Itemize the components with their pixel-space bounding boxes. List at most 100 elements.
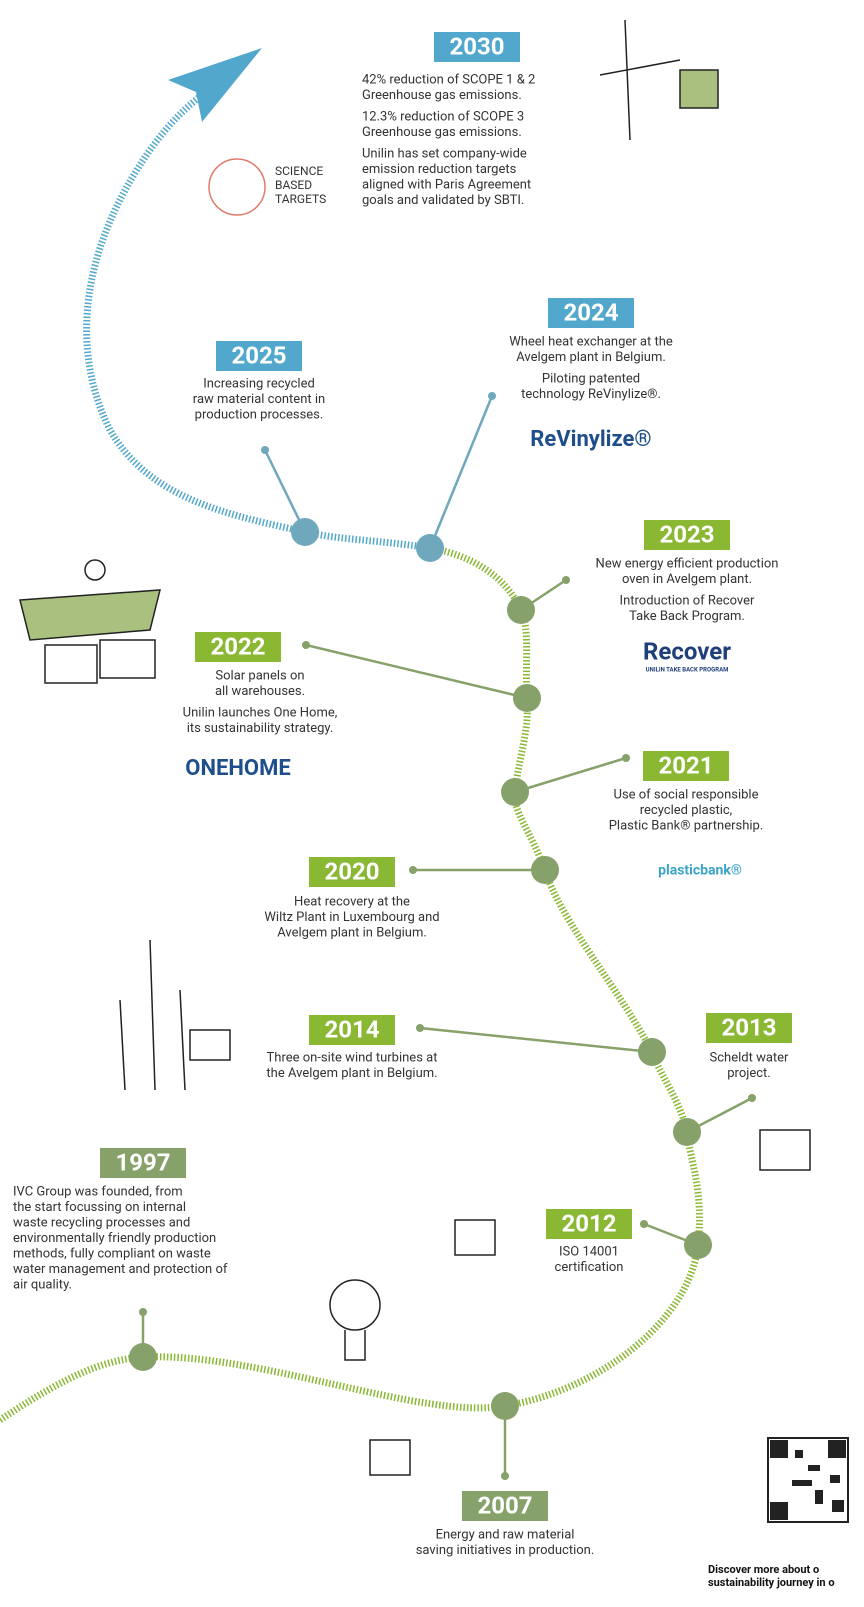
year-label: 2021 <box>658 751 713 779</box>
milestone-text: Greenhouse gas emissions. <box>362 125 522 140</box>
milestone-text: project. <box>727 1066 770 1081</box>
year-badge <box>434 32 520 62</box>
year-label: 2025 <box>231 341 286 369</box>
year-badge <box>548 298 634 328</box>
logo-text: plasticbank® <box>658 863 742 879</box>
milestone-text: New energy efficient production <box>596 556 779 571</box>
milestone-text: emission reduction targets <box>362 162 517 177</box>
milestone-text: IVC Group was founded, from <box>13 1184 183 1199</box>
logo-text: SCIENCE <box>275 164 323 178</box>
year-label: 2024 <box>563 298 618 326</box>
milestone-text: technology ReVinylize®. <box>521 387 661 402</box>
year-label: 2012 <box>561 1209 616 1237</box>
milestone-text: Use of social responsible <box>614 787 759 802</box>
milestone-text: aligned with Paris Agreement <box>362 177 531 192</box>
logo-text: BASED <box>275 178 312 192</box>
milestone-text: saving initiatives in production. <box>416 1543 595 1558</box>
year-label: 2030 <box>449 32 504 60</box>
logo-text: Recover <box>643 637 731 665</box>
milestone-text: the Avelgem plant in Belgium. <box>266 1066 437 1081</box>
year-label: 2013 <box>721 1013 776 1041</box>
year-badge <box>100 1148 186 1178</box>
milestone-text: Avelgem plant in Belgium. <box>516 350 666 365</box>
qr-caption: Discover more about o <box>708 1563 819 1576</box>
milestone-text: 42% reduction of SCOPE 1 & 2 <box>362 72 535 87</box>
year-badge <box>546 1209 632 1239</box>
milestone-text: Unilin launches One Home, <box>183 705 338 720</box>
milestone-text: raw material content in <box>193 392 325 407</box>
logo-mark <box>208 158 266 216</box>
milestone-text: Energy and raw material <box>436 1527 575 1542</box>
year-label: 1997 <box>115 1148 170 1176</box>
milestone-text: ISO 14001 <box>559 1244 619 1259</box>
year-badge <box>643 751 729 781</box>
year-label: 2022 <box>210 632 265 660</box>
qr-code <box>767 1437 849 1523</box>
milestone-text: all warehouses. <box>215 684 305 699</box>
milestone-text: environmentally friendly production <box>13 1231 216 1246</box>
timeline-path-green <box>0 544 703 1423</box>
year-badge <box>462 1491 548 1521</box>
year-label: 2023 <box>659 520 714 548</box>
milestone-text: air quality. <box>13 1277 72 1292</box>
milestone-text: the start focussing on internal <box>13 1200 186 1215</box>
milestone-text: 12.3% reduction of SCOPE 3 <box>362 109 524 124</box>
milestone-text: recycled plastic, <box>640 803 733 818</box>
milestone-text: water management and protection of <box>13 1262 228 1277</box>
milestone-text: Take Back Program. <box>629 609 745 624</box>
year-badge <box>216 341 302 371</box>
milestone-text: methods, fully compliant on waste <box>13 1246 211 1261</box>
illustrations <box>19 19 811 1476</box>
milestone-text: its sustainability strategy. <box>187 721 334 736</box>
year-label: 2007 <box>477 1491 532 1519</box>
milestone-text: Solar panels on <box>215 668 304 683</box>
timeline-dots <box>129 518 712 1420</box>
milestone-text: Heat recovery at the <box>294 894 410 909</box>
logo-text: TARGETS <box>275 192 326 206</box>
timeline-path-blue <box>83 82 431 552</box>
arrowhead <box>168 48 262 122</box>
milestone: 2023 New energy efficient productionoven … <box>596 520 779 674</box>
milestone-text: certification <box>555 1260 624 1275</box>
milestone-text: Plastic Bank® partnership. <box>609 818 764 833</box>
milestone-text: Greenhouse gas emissions. <box>362 88 522 103</box>
milestone-text: Unilin has set company-wide <box>362 146 527 161</box>
milestone-text: Three on-site wind turbines at <box>267 1050 438 1065</box>
year-label: 2014 <box>324 1015 379 1043</box>
year-badge <box>195 632 281 662</box>
milestone-text: Avelgem plant in Belgium. <box>277 925 427 940</box>
milestone-text: goals and validated by SBTI. <box>362 193 524 208</box>
milestone-text: waste recycling processes and <box>13 1215 190 1230</box>
milestone-text: Wheel heat exchanger at the <box>509 334 673 349</box>
qr-caption: sustainability journey in o <box>708 1576 835 1589</box>
logo-text: ReVinylize® <box>530 427 651 452</box>
year-label: 2020 <box>324 857 379 885</box>
milestone-text: Scheldt water <box>710 1050 790 1065</box>
milestone-text: Increasing recycled <box>203 376 315 391</box>
year-badge <box>309 1015 395 1045</box>
connectors <box>139 392 756 1480</box>
milestone-text: production processes. <box>195 407 324 422</box>
milestone-text: Piloting patented <box>542 371 640 386</box>
year-badge <box>706 1013 792 1043</box>
milestone-text: oven in Avelgem plant. <box>622 572 752 587</box>
year-badge <box>309 857 395 887</box>
logo-text: UNILIN TAKE BACK PROGRAM <box>646 667 729 674</box>
milestone-text: Wiltz Plant in Luxembourg and <box>264 910 439 925</box>
logo-text: ONEHOME <box>185 756 290 781</box>
year-badge <box>644 520 730 550</box>
milestone-text: Introduction of Recover <box>620 593 755 608</box>
